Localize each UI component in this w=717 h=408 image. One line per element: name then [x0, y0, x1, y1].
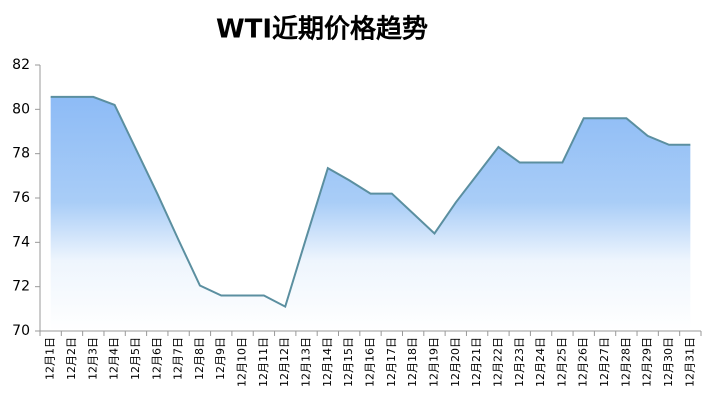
x-tick-label: 12月29日	[641, 337, 654, 387]
x-tick-label: 12月16日	[364, 337, 377, 387]
x-tick-label: 12月13日	[300, 337, 313, 387]
x-tick-label: 12月7日	[172, 337, 185, 380]
chart-title: WTI近期价格趋势	[216, 14, 428, 45]
x-tick-label: 12月31日	[683, 337, 696, 387]
x-tick-label: 12月25日	[555, 337, 568, 387]
x-tick-label: 12月14日	[321, 337, 334, 387]
y-tick-label: 72	[12, 279, 30, 295]
x-tick-label: 12月24日	[534, 337, 547, 387]
x-tick-label: 12月21日	[470, 337, 483, 387]
y-tick-label: 80	[12, 101, 30, 117]
y-tick-label: 74	[12, 234, 30, 250]
x-tick-label: 12月23日	[513, 337, 526, 387]
x-tick-label: 12月8日	[193, 337, 206, 380]
x-tick-label: 12月27日	[598, 337, 611, 387]
x-tick-label: 12月17日	[385, 337, 398, 387]
y-tick-label: 82	[12, 57, 30, 73]
x-tick-label: 12月9日	[214, 337, 227, 380]
x-tick-label: 12月4日	[108, 337, 121, 380]
x-tick-label: 12月18日	[406, 337, 419, 387]
x-tick-label: 12月15日	[342, 337, 355, 387]
x-tick-label: 12月30日	[662, 337, 675, 387]
x-tick-label: 12月5日	[129, 337, 142, 380]
x-tick-label: 12月28日	[619, 337, 632, 387]
x-tick-label: 12月22日	[491, 337, 504, 387]
y-tick-label: 70	[12, 323, 30, 339]
x-tick-label: 12月20日	[449, 337, 462, 387]
x-tick-label: 12月10日	[236, 337, 249, 387]
x-tick-label: 12月6日	[150, 337, 163, 380]
y-tick-label: 78	[12, 146, 30, 162]
x-tick-label: 12月12日	[278, 337, 291, 387]
x-tick-label: 12月2日	[65, 337, 78, 380]
line	[50, 95, 691, 309]
x-tick-label: 12月3日	[86, 337, 99, 380]
x-tick-label: 12月26日	[577, 337, 590, 387]
area-fill	[50, 96, 691, 331]
x-tick-label: 12月11日	[257, 337, 270, 387]
x-tick-label: 12月19日	[427, 337, 440, 387]
x-tick-label: 12月1日	[44, 337, 57, 380]
y-tick-label: 76	[12, 190, 30, 206]
